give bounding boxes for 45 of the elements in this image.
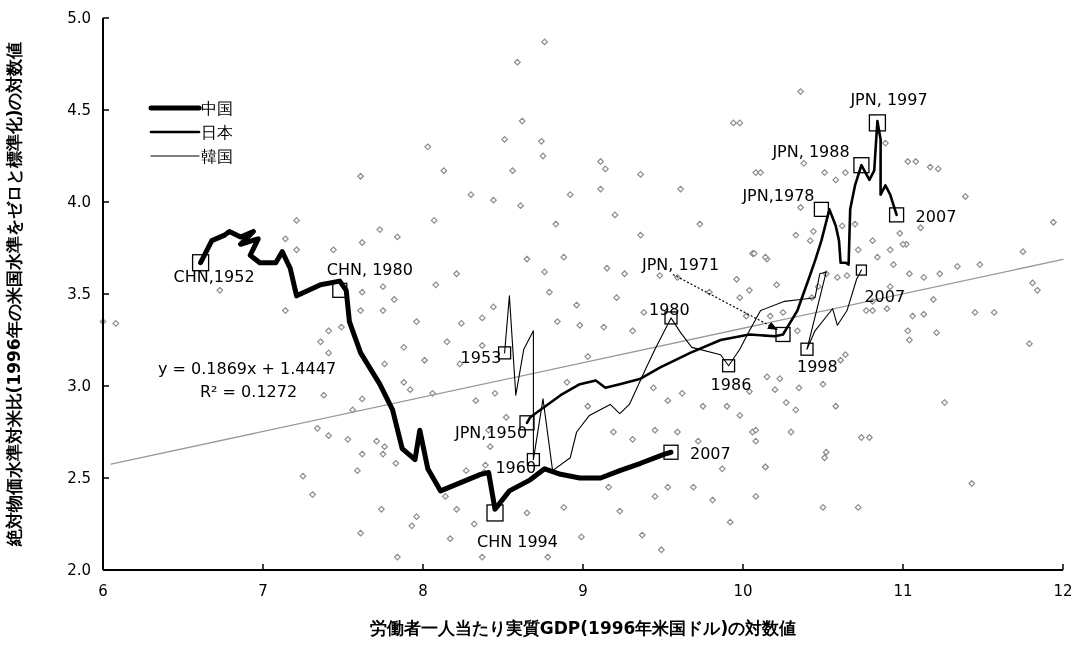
point xyxy=(800,342,814,356)
y-tick-label: 2.5 xyxy=(67,469,91,487)
annotation: 1980 xyxy=(649,299,690,319)
y-tick-label: 4.5 xyxy=(67,101,91,119)
annotation: y = 0.1869x + 1.4447 xyxy=(158,359,337,378)
annotation: JPN,1978 xyxy=(741,186,815,206)
y-axis-title: 絶対物価水準対米比(1996年の米国水準をゼロと標準化)の対数値 xyxy=(4,41,24,548)
x-axis-title: 労働者一人当たり実質GDP(1996年米国ドル)の対数値 xyxy=(369,618,797,638)
annotation: R² = 0.1272 xyxy=(200,382,298,401)
point xyxy=(853,157,870,174)
annotation: 2007 xyxy=(690,444,731,464)
point xyxy=(663,444,679,460)
annotation: JPN,1950 xyxy=(454,422,528,442)
annotation: 1986 xyxy=(710,374,752,394)
y-tick-label: 2.0 xyxy=(67,561,91,579)
annotation: 1953 xyxy=(460,347,502,367)
annotation: 1998 xyxy=(797,357,838,377)
x-tick-label: 9 xyxy=(578,582,588,600)
annotation: 2007 xyxy=(915,206,957,226)
annotation: 1960 xyxy=(495,457,537,477)
annotation: JPN, 1971 xyxy=(641,255,720,275)
x-tick-label: 12 xyxy=(1053,582,1073,600)
legend-label: 中国 xyxy=(201,99,233,118)
annotation: 2007 xyxy=(864,287,906,307)
y-tick-label: 3.0 xyxy=(67,377,91,395)
annotation: JPN, 1997 xyxy=(849,89,928,109)
point xyxy=(721,359,736,373)
x-tick-label: 6 xyxy=(98,582,108,600)
point xyxy=(888,207,905,223)
y-tick-label: 5.0 xyxy=(67,9,91,27)
annotation: CHN 1994 xyxy=(477,531,558,551)
y-tick-label: 3.5 xyxy=(67,285,91,303)
x-tick-label: 11 xyxy=(893,582,913,600)
y-tick-label: 4.0 xyxy=(67,193,91,211)
point xyxy=(775,326,791,343)
x-tick-label: 8 xyxy=(418,582,428,600)
annotation: JPN, 1988 xyxy=(771,142,850,162)
annotation: CHN, 1980 xyxy=(326,260,413,280)
legend-label: 韓国 xyxy=(201,147,233,166)
annotation: CHN,1952 xyxy=(173,266,255,286)
point xyxy=(868,114,887,132)
x-tick-label: 7 xyxy=(258,582,268,600)
point xyxy=(855,264,868,276)
legend-label: 日本 xyxy=(201,123,233,142)
x-tick-label: 10 xyxy=(733,582,753,600)
